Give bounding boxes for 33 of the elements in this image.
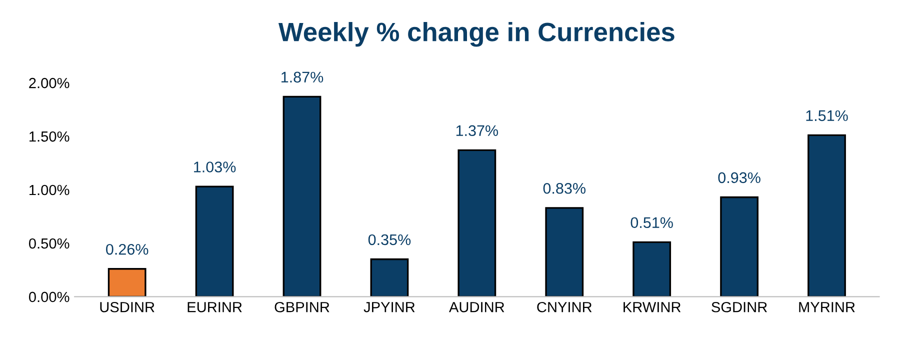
bar	[632, 241, 672, 297]
x-tick-label: CNYINR	[537, 302, 592, 312]
chart-title: Weekly % change in Currencies	[278, 22, 674, 47]
x-tick-label: KRWINR	[624, 302, 681, 312]
y-tick-label: 1.50%	[30, 131, 70, 142]
data-label: 0.93%	[718, 172, 760, 184]
data-label: 0.35%	[368, 234, 411, 246]
bar	[458, 149, 496, 297]
y-tick-label: 0.50%	[28, 238, 70, 249]
x-tick-label: USDINR	[100, 302, 154, 312]
data-label: 0.26%	[106, 244, 148, 255]
bar	[545, 207, 584, 297]
x-tick-label: EURINR	[188, 302, 242, 312]
data-label: 1.37%	[456, 125, 498, 136]
y-tick-label: 2.00%	[29, 78, 70, 88]
data-label: 1.03%	[194, 162, 236, 172]
bar	[370, 258, 409, 297]
y-tick-label: 1.00%	[30, 184, 70, 196]
bar	[195, 186, 234, 297]
bar	[720, 196, 758, 297]
y-tick-label: 0.00%	[28, 292, 70, 302]
x-tick-label: JPYINR	[364, 302, 415, 312]
data-label: 1.87%	[282, 72, 324, 83]
bar	[282, 96, 322, 297]
bar	[108, 268, 146, 297]
data-label: 0.51%	[630, 217, 673, 228]
bar	[808, 134, 846, 297]
data-label: 1.51%	[806, 110, 848, 122]
x-tick-label: AUDINR	[448, 302, 504, 312]
x-tick-label: GBPINR	[274, 302, 330, 312]
x-tick-label: MYRINR	[799, 302, 855, 312]
x-tick-label: SGDINR	[712, 302, 767, 312]
data-label: 0.83%	[543, 182, 586, 194]
